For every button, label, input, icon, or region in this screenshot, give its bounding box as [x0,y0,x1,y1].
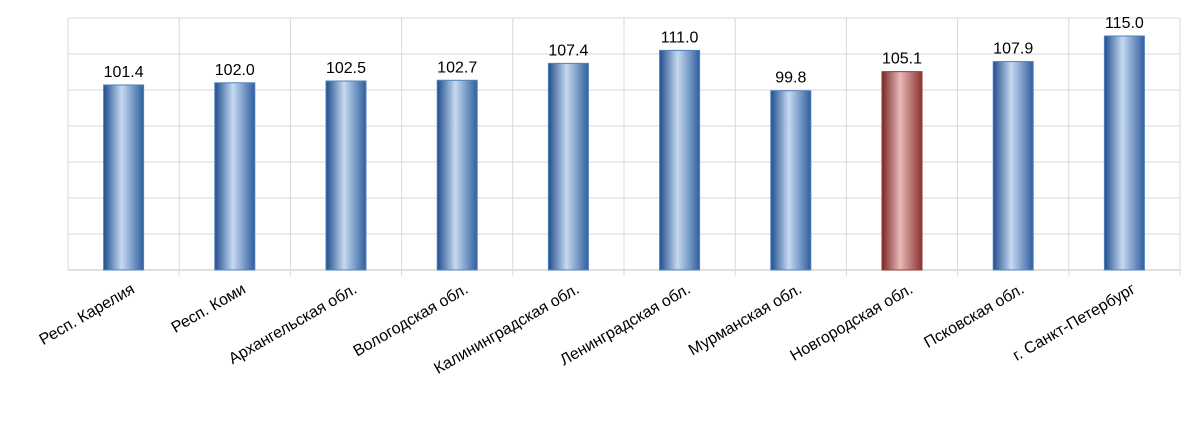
category-label-1: Респ. Коми [169,281,249,337]
bar-8 [992,61,1034,271]
data-label-8: 107.9 [993,41,1033,58]
data-label-5: 111.0 [661,29,699,46]
data-label-0: 101.4 [104,64,144,81]
bar-5 [659,49,701,271]
category-label-6: Мурманская обл. [686,281,805,359]
category-label-9: г. Санкт-Петербург [1010,281,1138,365]
bar-1 [214,82,256,271]
category-label-0: Респ. Карелия [37,281,138,349]
bars [103,35,1145,271]
bar-3 [436,79,478,271]
data-label-1: 102.0 [215,62,255,79]
bar-6 [770,90,812,271]
bar-2 [325,80,367,271]
category-label-8: Псковская обл. [921,281,1027,352]
data-labels: 101.4 102.0 102.5 102.7 107.4 111.0 99.8 105.1 1… [104,15,1144,87]
data-label-2: 102.5 [326,60,366,77]
data-label-7: 105.1 [882,51,922,68]
bar-4 [547,62,589,271]
bar-0 [103,84,145,271]
category-label-7: Новгородская обл. [787,281,916,365]
bar-7 [881,71,923,271]
bar-9 [1103,35,1145,271]
data-label-9: 115.0 [1105,15,1144,32]
data-label-3: 102.7 [437,59,477,76]
data-label-4: 107.4 [548,42,588,59]
data-label-6: 99.8 [775,70,806,87]
category-label-3: Вологодская обл. [351,281,472,360]
